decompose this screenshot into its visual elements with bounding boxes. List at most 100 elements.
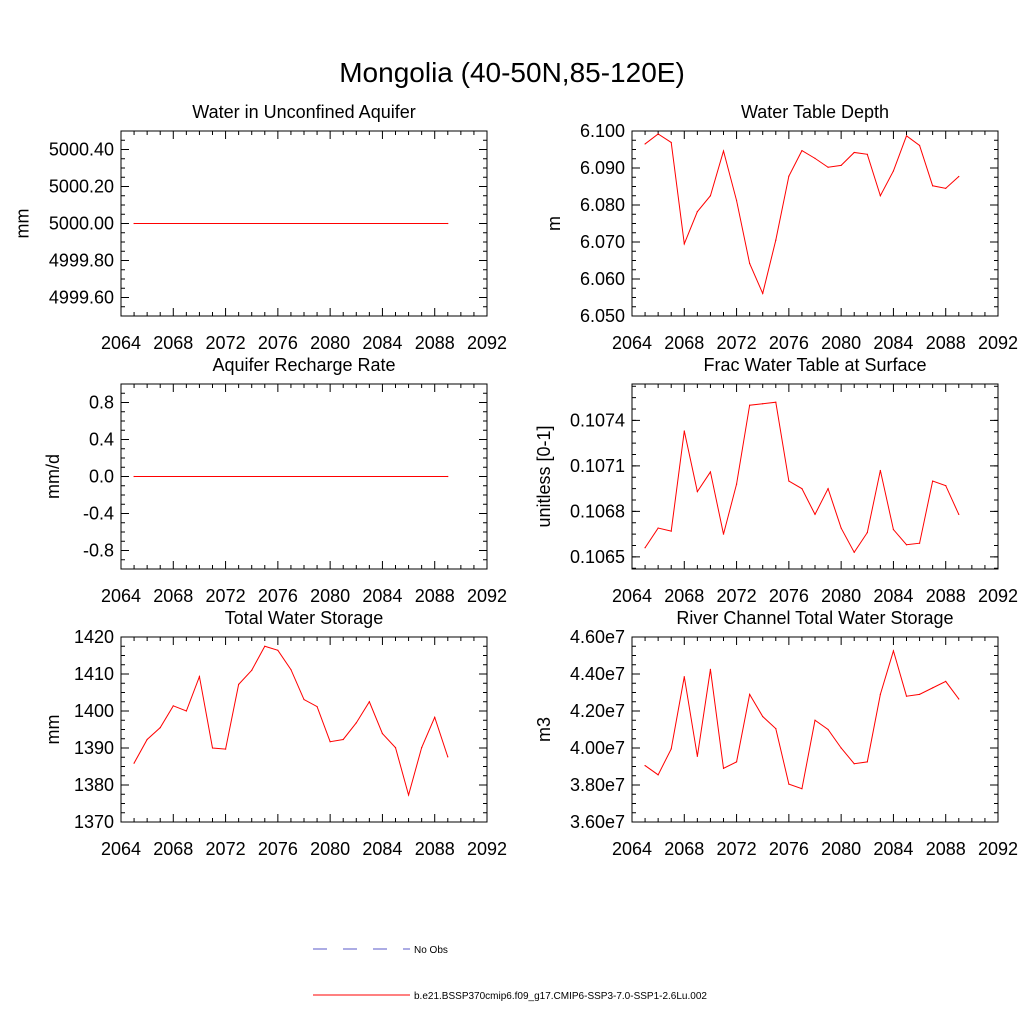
x-tick-label: 2088 xyxy=(415,586,455,606)
data-point xyxy=(762,292,764,295)
data-point xyxy=(670,141,672,144)
data-point xyxy=(945,484,947,487)
y-tick-label: 1370 xyxy=(74,812,114,832)
x-tick-label: 2092 xyxy=(978,839,1018,859)
data-point xyxy=(722,533,725,535)
data-point xyxy=(775,401,777,403)
data-point xyxy=(670,748,672,750)
x-tick-label: 2088 xyxy=(926,586,966,606)
data-point xyxy=(159,727,161,729)
x-tick-label: 2084 xyxy=(362,333,402,353)
data-point xyxy=(316,705,318,708)
y-tick-label: 4.40e7 xyxy=(570,664,625,684)
y-tick-label: 5000.40 xyxy=(49,140,114,160)
panels: Water in Unconfined Aquifer 2064 2068 2072 2… xyxy=(13,102,1018,859)
data-point xyxy=(814,513,816,516)
chart-panel-1: Water in Unconfined Aquifer 2064 2068 2072 2… xyxy=(13,102,507,353)
y-axis-label: mm xyxy=(43,715,63,745)
data-point xyxy=(866,153,868,155)
legend: No Obs b.e21.BSSP370cmip6.f09_g17.CMIP6-… xyxy=(313,945,707,1002)
x-tick-label: 2092 xyxy=(467,333,507,353)
data-point xyxy=(407,794,410,796)
x-tick-label: 2080 xyxy=(310,839,350,859)
data-point xyxy=(958,698,960,700)
data-point xyxy=(788,783,790,785)
x-tick-label: 2064 xyxy=(101,586,141,606)
data-point xyxy=(879,693,881,695)
x-tick-label: 2080 xyxy=(821,333,861,353)
data-point xyxy=(447,475,449,478)
y-tick-label: 1400 xyxy=(74,701,114,721)
data-point xyxy=(945,187,947,189)
plot-frame xyxy=(120,383,488,570)
data-point xyxy=(840,747,842,749)
chart-panel-2: Water Table Depth 2064 2068 2072 2076 2080 208… xyxy=(544,102,1018,353)
data-point xyxy=(853,763,855,765)
data-point xyxy=(709,471,712,473)
y-tick-label: -0.4 xyxy=(83,504,114,524)
data-point xyxy=(394,747,397,749)
chart-title: River Channel Total Water Storage xyxy=(676,608,953,628)
x-tick-label: 2068 xyxy=(664,333,704,353)
chart-title: Water Table Depth xyxy=(741,102,889,122)
data-point xyxy=(762,403,764,405)
x-tick-label: 2076 xyxy=(769,586,809,606)
data-point xyxy=(905,544,908,546)
data-point xyxy=(801,150,803,152)
x-tick-label: 2080 xyxy=(821,839,861,859)
x-tick-label: 2080 xyxy=(310,333,350,353)
data-point xyxy=(657,527,659,529)
data-point xyxy=(657,774,659,776)
y-tick-label: 0.1074 xyxy=(570,410,625,430)
y-tick-label: 4999.80 xyxy=(49,251,114,271)
x-tick-label: 2072 xyxy=(717,586,757,606)
plot-frame xyxy=(631,130,999,317)
data-point xyxy=(683,676,685,678)
y-tick-label: 0.4 xyxy=(89,430,114,450)
chart-title: Total Water Storage xyxy=(225,608,383,628)
data-point xyxy=(251,669,253,671)
data-point xyxy=(644,143,646,145)
y-tick-label: 5000.20 xyxy=(49,177,114,197)
x-tick-label: 2068 xyxy=(153,333,193,353)
x-tick-label: 2088 xyxy=(415,839,455,859)
y-tick-label: 1380 xyxy=(74,775,114,795)
data-point xyxy=(879,469,881,472)
y-tick-label: 6.080 xyxy=(580,195,625,215)
figure-title: Mongolia (40-50N,85-120E) xyxy=(339,57,685,88)
data-point xyxy=(879,195,881,197)
data-point xyxy=(329,741,331,743)
data-point xyxy=(735,483,738,485)
data-point xyxy=(290,668,292,671)
x-tick-label: 2076 xyxy=(258,586,298,606)
y-tick-label: 6.060 xyxy=(580,269,625,289)
data-point xyxy=(722,767,725,769)
data-point xyxy=(434,716,436,718)
chart-panel-5: Total Water Storage 2064 2068 2072 2076 2080 2… xyxy=(43,608,507,859)
data-point xyxy=(840,527,842,529)
legend-label-no-obs: No Obs xyxy=(414,945,448,956)
data-point xyxy=(133,762,135,764)
y-tick-label: 4.20e7 xyxy=(570,701,625,721)
y-tick-label: 5000.00 xyxy=(49,214,114,234)
data-point xyxy=(749,404,751,406)
chart-title: Aquifer Recharge Rate xyxy=(212,355,395,375)
data-point xyxy=(932,185,934,187)
x-tick-label: 2068 xyxy=(664,586,704,606)
chart-panel-3: Aquifer Recharge Rate 2064 2068 2072 2076 208… xyxy=(43,355,507,606)
data-point xyxy=(355,722,357,724)
data-point xyxy=(303,698,305,701)
data-point xyxy=(853,151,855,154)
x-tick-label: 2088 xyxy=(926,333,966,353)
data-point xyxy=(749,693,751,695)
x-tick-label: 2064 xyxy=(612,333,652,353)
data-point xyxy=(735,199,738,202)
x-tick-label: 2076 xyxy=(258,333,298,353)
y-tick-label: 6.070 xyxy=(580,232,625,252)
x-tick-label: 2072 xyxy=(717,333,757,353)
y-tick-label: 0.8 xyxy=(89,393,114,413)
data-point xyxy=(958,175,960,178)
data-point xyxy=(447,756,449,758)
data-point xyxy=(918,144,921,147)
